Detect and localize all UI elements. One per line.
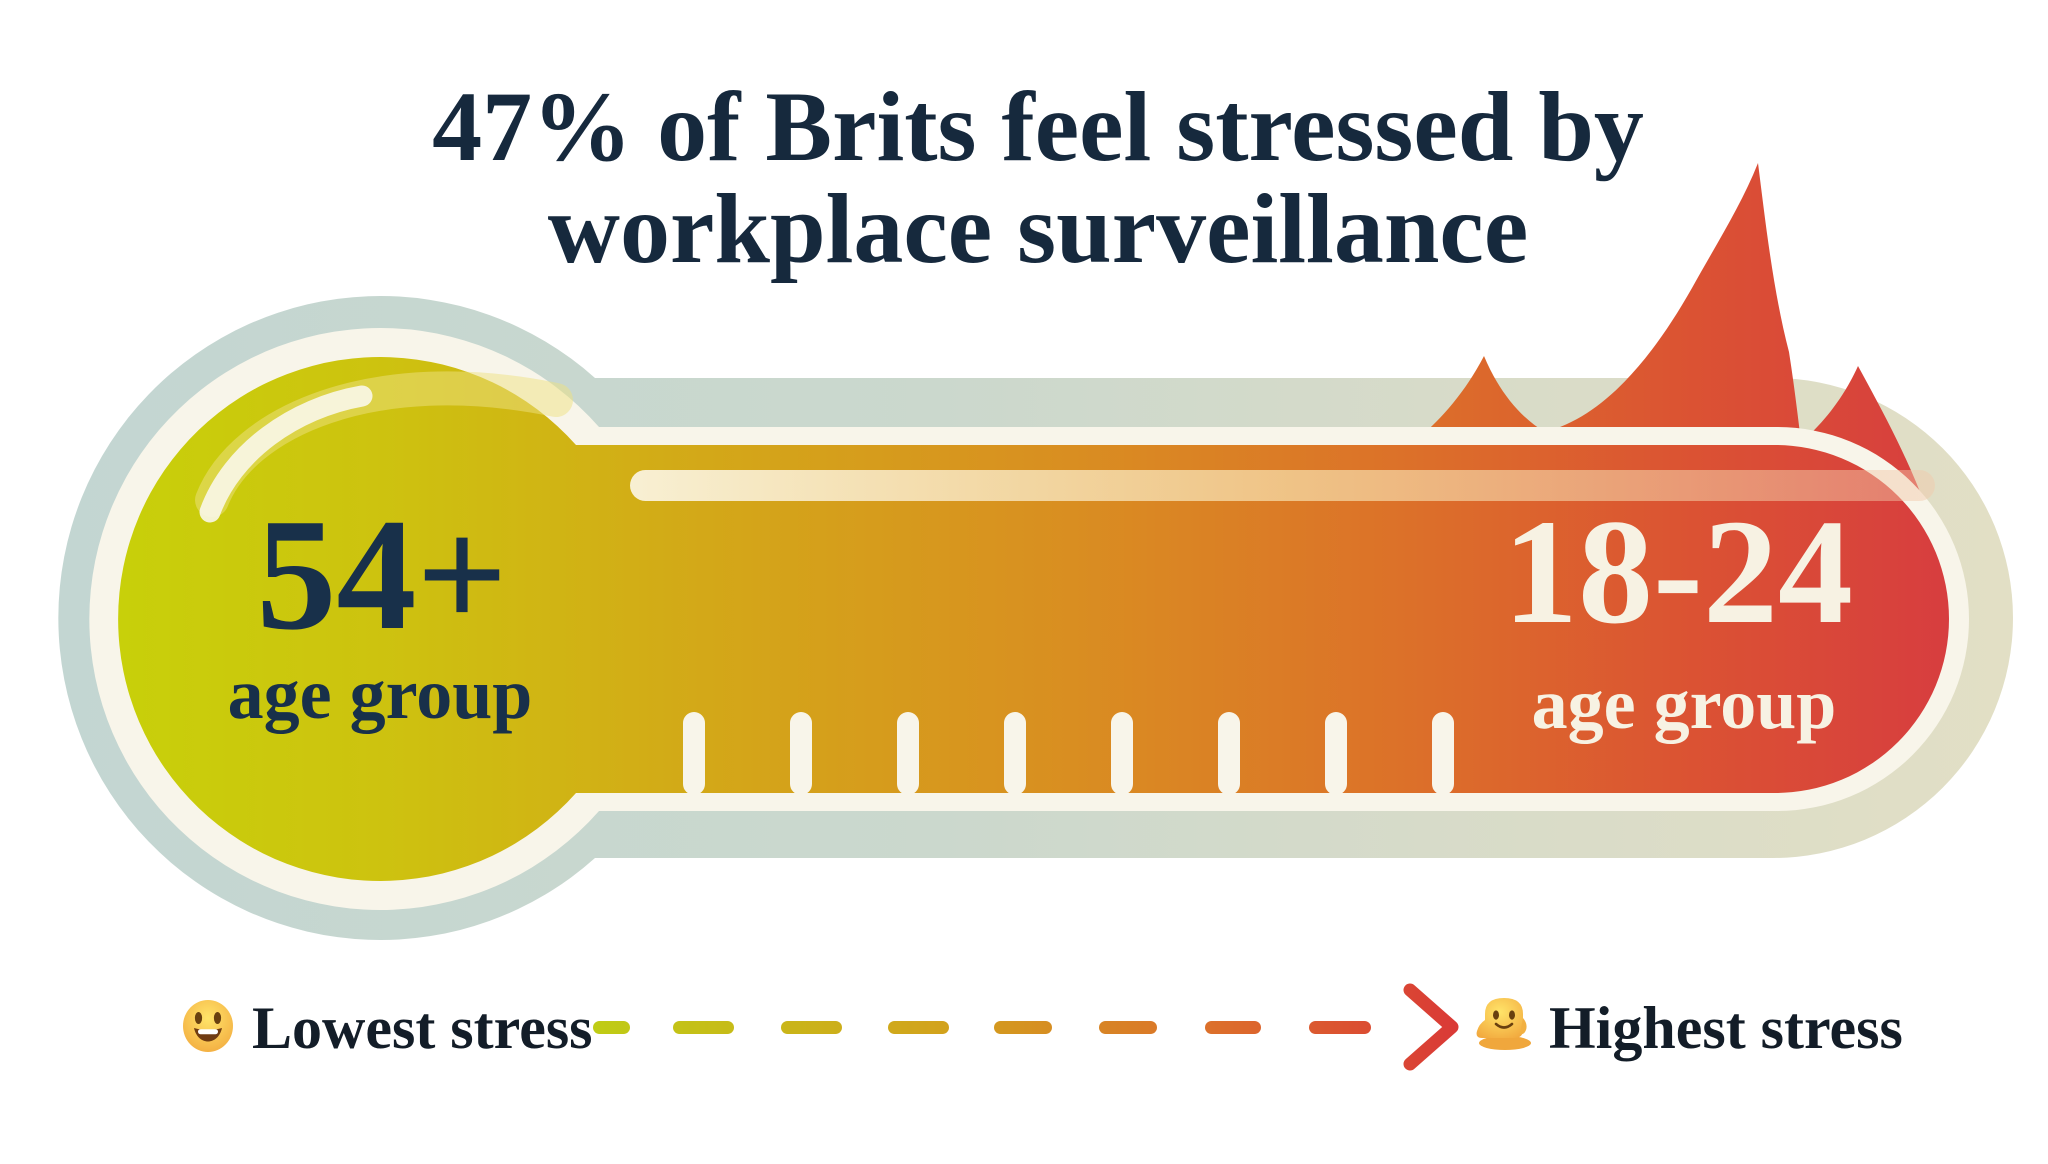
- tick-marks: [683, 712, 1454, 795]
- tick-mark: [1111, 712, 1133, 795]
- low-age-value: 54+: [256, 485, 507, 663]
- tick-mark: [897, 712, 919, 795]
- tick-mark: [1432, 712, 1454, 795]
- high-age-value: 18-24: [1503, 489, 1853, 655]
- high-age-caption: age group: [1532, 664, 1837, 744]
- lowest-stress-label: Lowest stress: [252, 995, 593, 1061]
- arrow-right-icon: [1403, 983, 1459, 1071]
- tick-mark: [1004, 712, 1026, 795]
- bulb-gloss-arc: [199, 385, 373, 523]
- grinning-emoji-icon: [183, 1000, 233, 1052]
- title-line-1: 47% of Brits feel stressed by: [432, 71, 1644, 182]
- tick-mark: [683, 712, 705, 795]
- tick-mark: [790, 712, 812, 795]
- stress-gradient-dashes: [593, 1021, 1371, 1034]
- tube-highlight: [630, 470, 1935, 501]
- tick-mark: [1325, 712, 1347, 795]
- tick-mark: [1218, 712, 1240, 795]
- title-line-2: workplace surveillance: [548, 173, 1528, 284]
- highest-stress-label: Highest stress: [1549, 995, 1903, 1061]
- low-age-caption: age group: [228, 654, 533, 734]
- melting-face-emoji-icon: [1476, 998, 1531, 1050]
- legend: Lowest stress Highest stress: [183, 983, 1903, 1071]
